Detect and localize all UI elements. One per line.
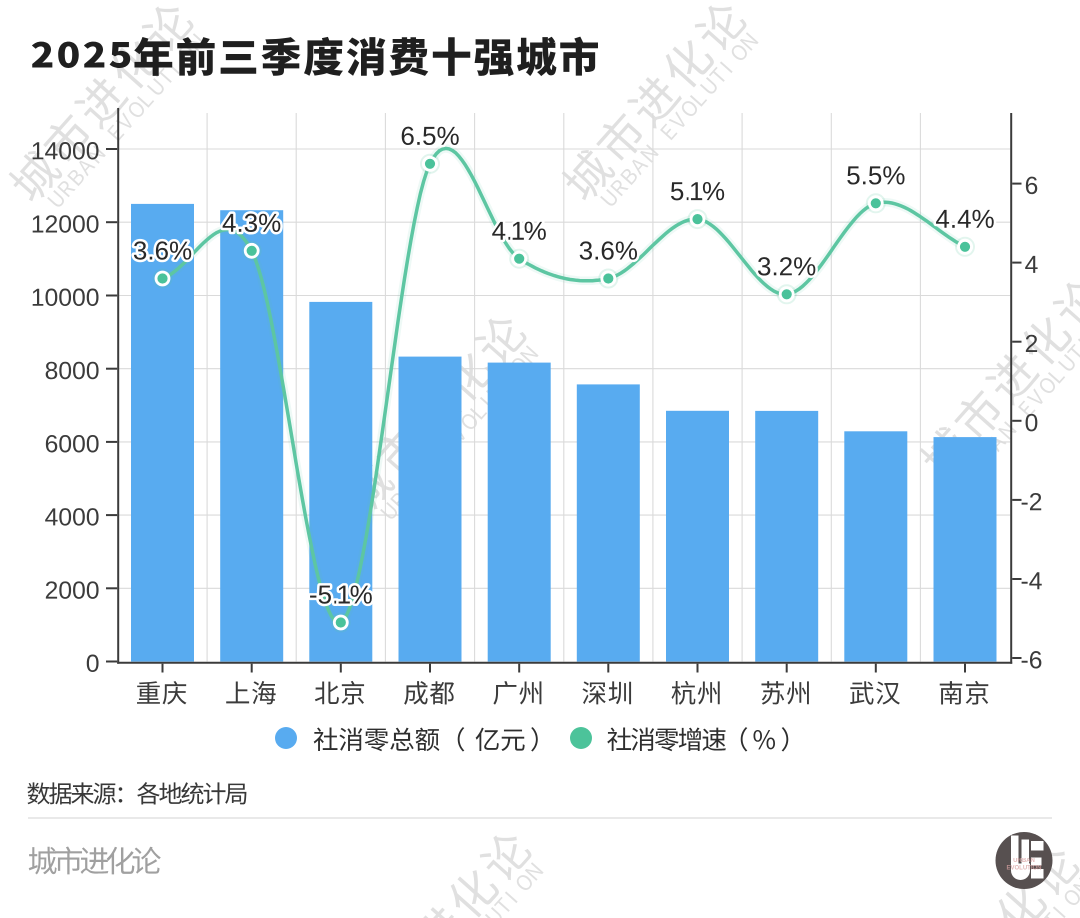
svg-text:URBAN: URBAN: [1013, 858, 1035, 864]
svg-text:EVOLUTION: EVOLUTION: [1006, 866, 1041, 872]
